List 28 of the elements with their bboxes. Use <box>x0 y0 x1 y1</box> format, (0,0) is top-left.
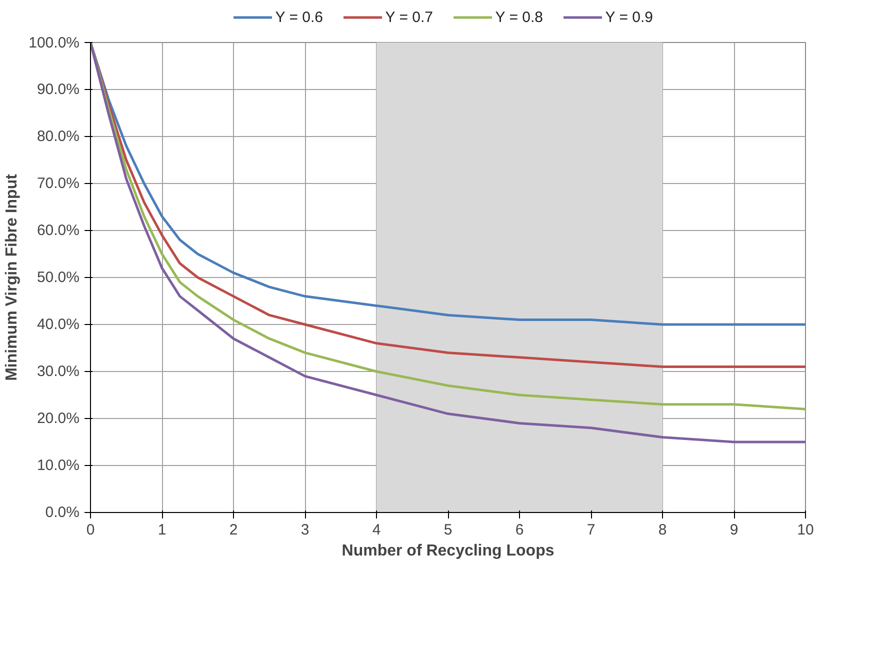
y-tick-label: 90.0% <box>36 81 80 98</box>
y-tick-label: 30.0% <box>36 363 80 380</box>
y-tick-label: 80.0% <box>36 128 80 145</box>
y-tick-label: 60.0% <box>36 222 80 239</box>
y-tick-label: 50.0% <box>36 269 80 286</box>
x-tick-label: 6 <box>515 522 524 538</box>
x-tick-label: 2 <box>229 522 238 538</box>
y-tick-label: 0.0% <box>45 504 80 521</box>
x-tick-label: 9 <box>730 522 738 538</box>
y-tick-label: 100.0% <box>28 34 80 52</box>
y-tick-label: 20.0% <box>36 410 80 427</box>
x-tick-label: 10 <box>797 522 814 538</box>
y-tick-label: 40.0% <box>36 316 80 333</box>
x-tick-label: 0 <box>86 522 95 538</box>
x-tick-label: 7 <box>586 522 596 538</box>
x-tick-label: 8 <box>658 522 667 538</box>
y-tick-label: 70.0% <box>36 175 80 192</box>
x-tick-label: 5 <box>444 522 452 538</box>
legend-label: Y = 0.8 <box>495 9 543 26</box>
legend-label: Y = 0.6 <box>275 9 323 26</box>
y-tick-label: 10.0% <box>36 457 80 474</box>
y-axis-title: Minimum Virgin Fibre Input <box>4 173 21 381</box>
x-tick-label: 1 <box>158 522 166 538</box>
x-tick-label: 4 <box>372 522 381 538</box>
legend-label: Y = 0.7 <box>385 9 433 26</box>
x-tick-label: 3 <box>300 522 310 538</box>
legend-label: Y = 0.9 <box>605 9 653 26</box>
x-axis-title: Number of Recycling Loops <box>342 542 554 560</box>
